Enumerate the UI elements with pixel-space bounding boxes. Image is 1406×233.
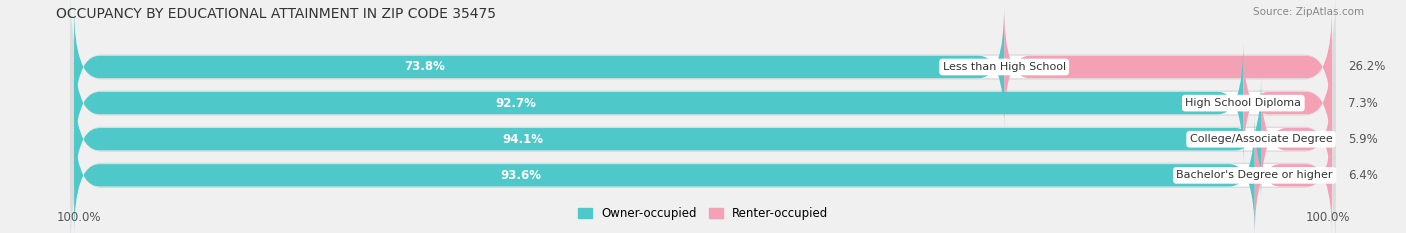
Legend: Owner-occupied, Renter-occupied: Owner-occupied, Renter-occupied bbox=[572, 202, 834, 225]
Text: 94.1%: 94.1% bbox=[502, 133, 543, 146]
Text: 100.0%: 100.0% bbox=[56, 211, 101, 224]
Text: 7.3%: 7.3% bbox=[1348, 97, 1378, 110]
FancyBboxPatch shape bbox=[75, 78, 1331, 200]
FancyBboxPatch shape bbox=[75, 114, 1331, 233]
Text: 100.0%: 100.0% bbox=[1305, 211, 1350, 224]
FancyBboxPatch shape bbox=[70, 0, 1336, 145]
FancyBboxPatch shape bbox=[75, 42, 1331, 164]
FancyBboxPatch shape bbox=[75, 42, 1243, 164]
Text: 26.2%: 26.2% bbox=[1348, 61, 1386, 73]
FancyBboxPatch shape bbox=[75, 78, 1261, 200]
Text: 5.9%: 5.9% bbox=[1348, 133, 1378, 146]
Text: Source: ZipAtlas.com: Source: ZipAtlas.com bbox=[1253, 7, 1364, 17]
Text: 92.7%: 92.7% bbox=[495, 97, 537, 110]
Text: College/Associate Degree: College/Associate Degree bbox=[1189, 134, 1333, 144]
FancyBboxPatch shape bbox=[75, 6, 1004, 128]
FancyBboxPatch shape bbox=[1004, 6, 1331, 128]
Text: Less than High School: Less than High School bbox=[942, 62, 1066, 72]
Text: High School Diploma: High School Diploma bbox=[1185, 98, 1302, 108]
Text: 6.4%: 6.4% bbox=[1348, 169, 1378, 182]
Text: Bachelor's Degree or higher: Bachelor's Degree or higher bbox=[1177, 170, 1333, 180]
Text: OCCUPANCY BY EDUCATIONAL ATTAINMENT IN ZIP CODE 35475: OCCUPANCY BY EDUCATIONAL ATTAINMENT IN Z… bbox=[56, 7, 496, 21]
FancyBboxPatch shape bbox=[1254, 114, 1331, 233]
Text: 93.6%: 93.6% bbox=[501, 169, 541, 182]
FancyBboxPatch shape bbox=[70, 25, 1336, 181]
FancyBboxPatch shape bbox=[70, 62, 1336, 217]
Text: 73.8%: 73.8% bbox=[405, 61, 446, 73]
FancyBboxPatch shape bbox=[75, 6, 1331, 128]
FancyBboxPatch shape bbox=[75, 114, 1254, 233]
FancyBboxPatch shape bbox=[70, 98, 1336, 233]
FancyBboxPatch shape bbox=[1261, 78, 1331, 200]
FancyBboxPatch shape bbox=[1243, 42, 1331, 164]
